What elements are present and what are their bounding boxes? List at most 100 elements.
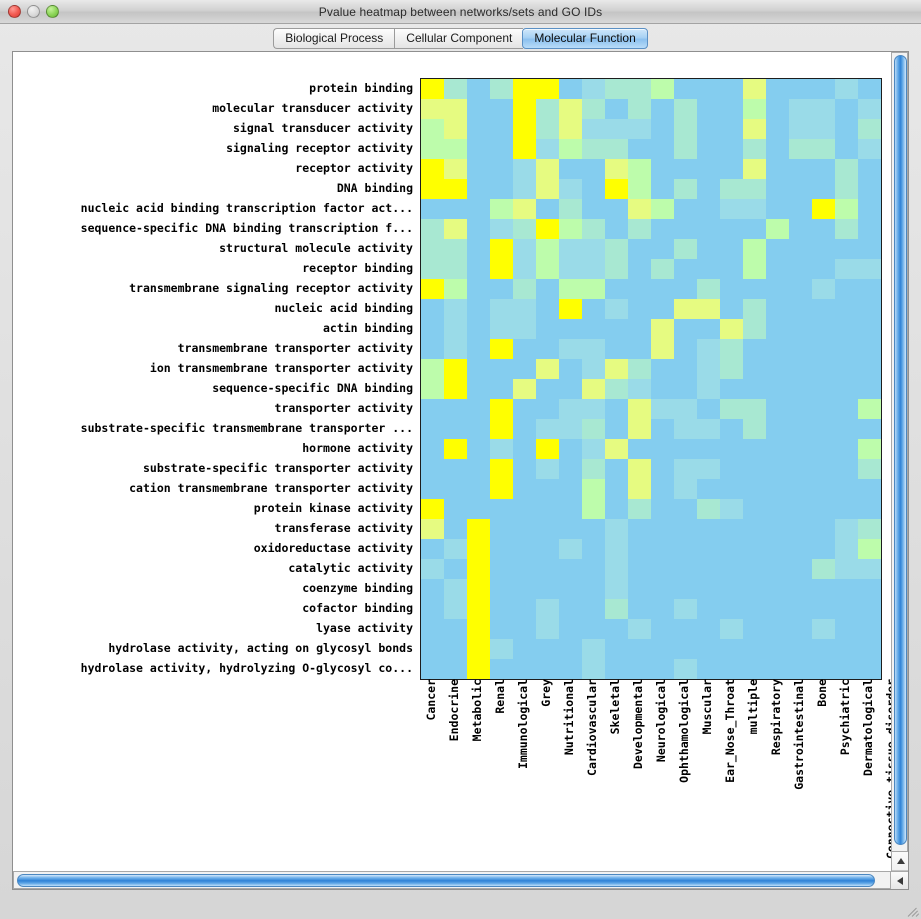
- heatmap-cell[interactable]: [628, 79, 651, 99]
- heatmap-cell[interactable]: [697, 219, 720, 239]
- heatmap-cell[interactable]: [743, 519, 766, 539]
- heatmap-cell[interactable]: [812, 119, 835, 139]
- heatmap-cell[interactable]: [605, 499, 628, 519]
- heatmap-cell[interactable]: [743, 139, 766, 159]
- heatmap-cell[interactable]: [582, 499, 605, 519]
- heatmap-cell[interactable]: [582, 119, 605, 139]
- heatmap-cell[interactable]: [421, 139, 444, 159]
- heatmap-cell[interactable]: [812, 379, 835, 399]
- heatmap-cell[interactable]: [743, 619, 766, 639]
- heatmap-cell[interactable]: [605, 199, 628, 219]
- heatmap-cell[interactable]: [444, 239, 467, 259]
- heatmap-cell[interactable]: [743, 399, 766, 419]
- heatmap-cell[interactable]: [835, 219, 858, 239]
- heatmap-cell[interactable]: [835, 579, 858, 599]
- heatmap-cell[interactable]: [628, 139, 651, 159]
- heatmap-cell[interactable]: [467, 159, 490, 179]
- tab-cellular-component[interactable]: Cellular Component: [394, 27, 524, 49]
- close-button[interactable]: [8, 5, 21, 18]
- heatmap-cell[interactable]: [812, 219, 835, 239]
- heatmap-cell[interactable]: [536, 659, 559, 679]
- heatmap-cell[interactable]: [421, 399, 444, 419]
- heatmap-cell[interactable]: [559, 459, 582, 479]
- heatmap-cell[interactable]: [513, 199, 536, 219]
- heatmap-cell[interactable]: [743, 179, 766, 199]
- heatmap-cell[interactable]: [444, 499, 467, 519]
- heatmap-cell[interactable]: [789, 139, 812, 159]
- heatmap-cell[interactable]: [651, 339, 674, 359]
- heatmap-cell[interactable]: [720, 579, 743, 599]
- heatmap-cell[interactable]: [743, 499, 766, 519]
- heatmap-cell[interactable]: [812, 599, 835, 619]
- heatmap-cell[interactable]: [858, 419, 881, 439]
- heatmap-cell[interactable]: [490, 499, 513, 519]
- heatmap-cell[interactable]: [559, 339, 582, 359]
- heatmap-cell[interactable]: [720, 639, 743, 659]
- heatmap-cell[interactable]: [559, 139, 582, 159]
- heatmap-cell[interactable]: [559, 519, 582, 539]
- heatmap-cell[interactable]: [766, 259, 789, 279]
- heatmap-cell[interactable]: [605, 119, 628, 139]
- heatmap-cell[interactable]: [582, 159, 605, 179]
- heatmap-cell[interactable]: [697, 299, 720, 319]
- heatmap-cell[interactable]: [513, 339, 536, 359]
- heatmap-cell[interactable]: [697, 119, 720, 139]
- heatmap-cell[interactable]: [858, 199, 881, 219]
- heatmap-cell[interactable]: [444, 259, 467, 279]
- heatmap-cell[interactable]: [444, 119, 467, 139]
- heatmap-cell[interactable]: [858, 299, 881, 319]
- heatmap-cell[interactable]: [605, 139, 628, 159]
- heatmap-cell[interactable]: [789, 239, 812, 259]
- heatmap-cell[interactable]: [858, 579, 881, 599]
- heatmap-cell[interactable]: [490, 99, 513, 119]
- heatmap-cell[interactable]: [743, 239, 766, 259]
- heatmap-cell[interactable]: [697, 319, 720, 339]
- heatmap-cell[interactable]: [697, 79, 720, 99]
- heatmap-cell[interactable]: [697, 139, 720, 159]
- heatmap-cell[interactable]: [582, 519, 605, 539]
- heatmap-cell[interactable]: [513, 139, 536, 159]
- heatmap-cell[interactable]: [697, 179, 720, 199]
- heatmap-cell[interactable]: [513, 479, 536, 499]
- heatmap-cell[interactable]: [674, 359, 697, 379]
- heatmap-cell[interactable]: [835, 199, 858, 219]
- heatmap-cell[interactable]: [421, 279, 444, 299]
- heatmap-cell[interactable]: [651, 259, 674, 279]
- heatmap-cell[interactable]: [812, 439, 835, 459]
- heatmap-cell[interactable]: [835, 499, 858, 519]
- heatmap-cell[interactable]: [536, 399, 559, 419]
- heatmap-cell[interactable]: [605, 359, 628, 379]
- heatmap-cell[interactable]: [743, 339, 766, 359]
- heatmap-cell[interactable]: [444, 479, 467, 499]
- heatmap-cell[interactable]: [444, 279, 467, 299]
- heatmap-cell[interactable]: [812, 339, 835, 359]
- heatmap-cell[interactable]: [490, 259, 513, 279]
- heatmap-cell[interactable]: [743, 379, 766, 399]
- heatmap-cell[interactable]: [467, 659, 490, 679]
- heatmap-cell[interactable]: [513, 579, 536, 599]
- heatmap-cell[interactable]: [674, 259, 697, 279]
- heatmap-cell[interactable]: [536, 299, 559, 319]
- heatmap-cell[interactable]: [513, 559, 536, 579]
- heatmap-cell[interactable]: [513, 279, 536, 299]
- heatmap-cell[interactable]: [697, 579, 720, 599]
- heatmap-cell[interactable]: [766, 379, 789, 399]
- heatmap-cell[interactable]: [628, 299, 651, 319]
- heatmap-cell[interactable]: [651, 179, 674, 199]
- heatmap-cell[interactable]: [697, 619, 720, 639]
- heatmap-cell[interactable]: [697, 419, 720, 439]
- heatmap-cell[interactable]: [720, 459, 743, 479]
- heatmap-cell[interactable]: [444, 139, 467, 159]
- heatmap-cell[interactable]: [812, 639, 835, 659]
- heatmap-cell[interactable]: [720, 659, 743, 679]
- heatmap-cell[interactable]: [467, 359, 490, 379]
- heatmap-cell[interactable]: [605, 559, 628, 579]
- heatmap-cell[interactable]: [513, 119, 536, 139]
- heatmap-cell[interactable]: [812, 519, 835, 539]
- heatmap-cell[interactable]: [628, 639, 651, 659]
- heatmap-cell[interactable]: [789, 639, 812, 659]
- heatmap-cell[interactable]: [536, 79, 559, 99]
- heatmap-cell[interactable]: [743, 299, 766, 319]
- heatmap-cell[interactable]: [513, 539, 536, 559]
- heatmap-cell[interactable]: [766, 139, 789, 159]
